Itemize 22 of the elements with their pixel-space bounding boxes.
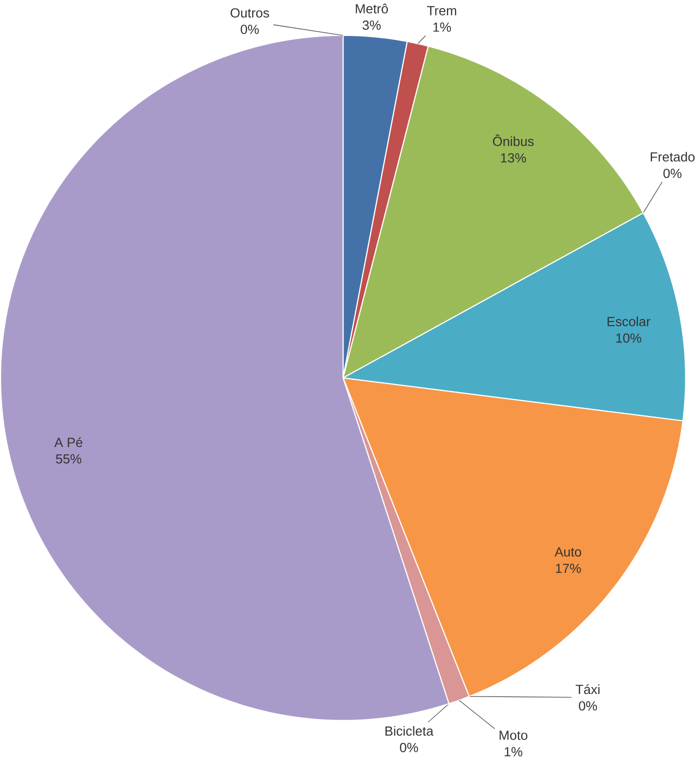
data-label: 13% [501, 153, 526, 163]
category-label: Fretado [650, 152, 695, 162]
text: 0% [240, 24, 259, 34]
slice-label: Escolar [608, 316, 650, 326]
data-label: 1% [433, 22, 452, 32]
slice-label: Moto [500, 730, 528, 740]
slice-label: Trem [427, 6, 456, 16]
category-label: Táxi [576, 684, 600, 694]
data-label: 3% [362, 20, 381, 30]
slice-label: Auto [554, 547, 582, 557]
slice-label: A Pé [54, 437, 82, 448]
data-label: 10% [616, 333, 642, 343]
data-label: 55% [56, 454, 82, 464]
text: 0% [664, 168, 682, 178]
slice-label: Metrô [356, 4, 388, 14]
slice-label: Ônibus [493, 134, 534, 146]
data-label: 17% [556, 564, 581, 573]
legend-label: Bicicleta [386, 726, 434, 736]
category-label: Outros [230, 8, 270, 18]
data-label: 1% [504, 747, 522, 756]
text: 0% [400, 742, 418, 752]
text: 0% [579, 701, 598, 711]
